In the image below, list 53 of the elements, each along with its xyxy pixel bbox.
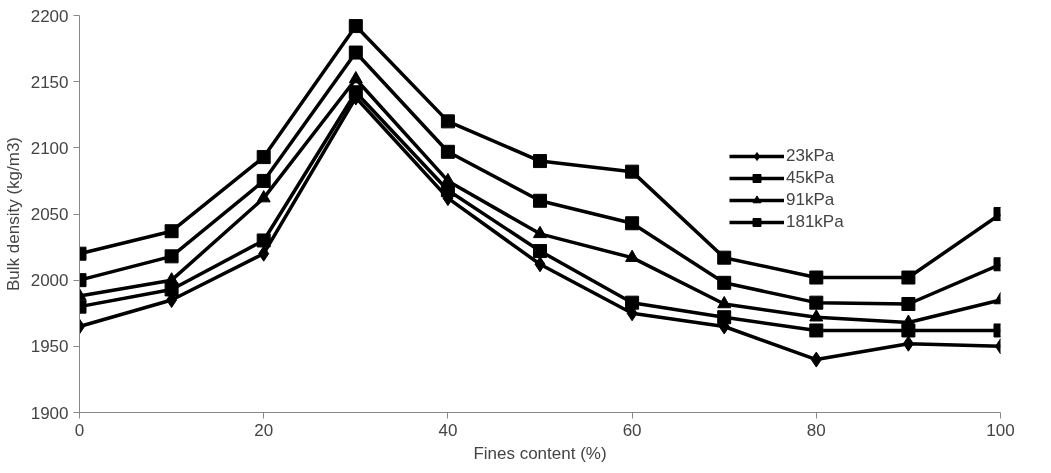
point bbox=[809, 323, 824, 338]
point bbox=[534, 256, 546, 273]
legend-label: 45kPa bbox=[786, 168, 835, 188]
x-tick-label: 20 bbox=[254, 420, 274, 440]
y-axis-title: Bulk density (kg/m3) bbox=[3, 137, 23, 291]
point bbox=[533, 154, 547, 169]
point bbox=[348, 45, 363, 60]
y-tick-label: 2100 bbox=[30, 138, 69, 158]
point bbox=[256, 190, 271, 203]
point bbox=[901, 296, 916, 311]
point bbox=[258, 245, 270, 262]
point bbox=[440, 114, 455, 129]
point bbox=[809, 295, 824, 310]
legend-label: 181kPa bbox=[786, 212, 844, 232]
point bbox=[901, 323, 916, 338]
point bbox=[164, 282, 179, 297]
y-tick-label: 2000 bbox=[30, 271, 69, 291]
legend-label: 91kPa bbox=[786, 190, 835, 210]
point bbox=[164, 249, 179, 264]
point bbox=[902, 335, 914, 352]
y-tick-label: 2150 bbox=[30, 72, 69, 92]
point bbox=[717, 275, 732, 290]
point bbox=[348, 19, 363, 34]
point bbox=[625, 249, 640, 262]
x-tick-label: 40 bbox=[438, 420, 458, 440]
x-tick-label: 60 bbox=[622, 420, 642, 440]
point bbox=[256, 150, 271, 165]
legend-label: 23kPa bbox=[786, 146, 835, 166]
point bbox=[625, 295, 640, 310]
y-tick-label: 1900 bbox=[30, 403, 69, 423]
point bbox=[717, 295, 732, 309]
point bbox=[440, 144, 455, 159]
point bbox=[533, 225, 547, 239]
x-tick-label: 100 bbox=[986, 420, 1015, 440]
y-tick-label: 2050 bbox=[30, 205, 69, 224]
point bbox=[256, 233, 271, 248]
x-axis-title: Fines content (%) bbox=[473, 443, 607, 463]
point bbox=[256, 173, 271, 188]
point bbox=[625, 216, 640, 231]
y-tick-label: 1950 bbox=[30, 337, 69, 357]
point bbox=[164, 224, 179, 239]
point bbox=[533, 193, 547, 208]
point bbox=[348, 71, 363, 84]
point bbox=[809, 309, 824, 322]
x-tick-label: 0 bbox=[74, 420, 85, 440]
point bbox=[717, 250, 732, 265]
y-tick-label: 2200 bbox=[30, 6, 69, 26]
point bbox=[533, 244, 547, 259]
point bbox=[809, 270, 824, 285]
point bbox=[625, 164, 640, 179]
x-tick-label: 80 bbox=[806, 420, 826, 440]
point bbox=[810, 351, 822, 368]
point bbox=[901, 270, 916, 285]
